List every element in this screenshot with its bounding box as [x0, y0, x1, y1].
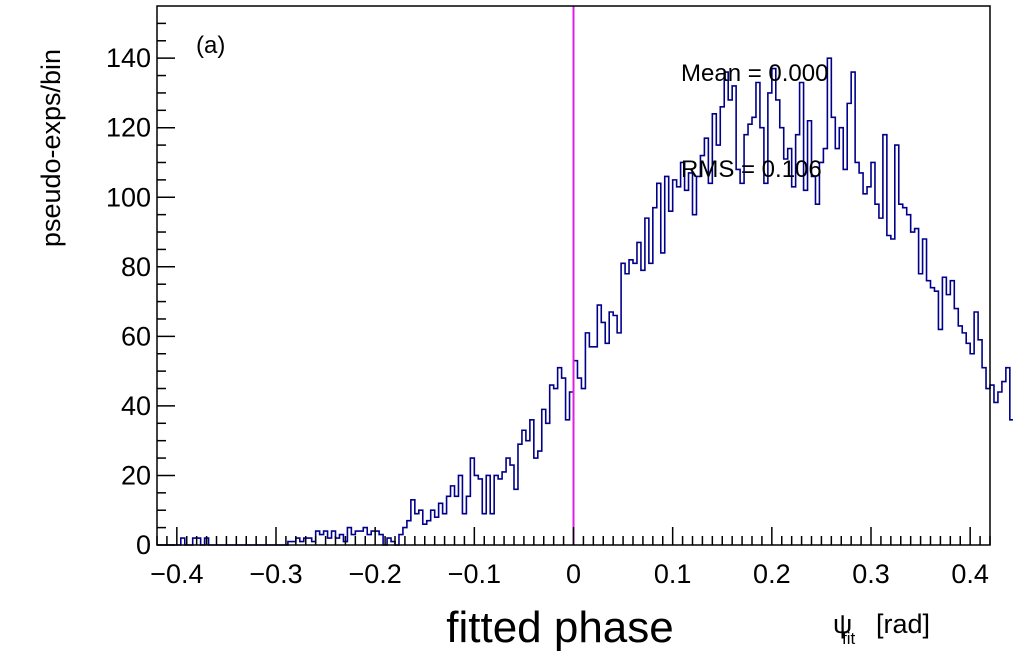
- x-axis-unit-label: ψ fit [rad]: [833, 609, 930, 648]
- y-tick-label: 20: [121, 460, 151, 490]
- y-axis-title: pseudo-exps/bin: [36, 49, 66, 247]
- x-tick-label: 0.3: [852, 559, 890, 589]
- y-tick-label: 60: [121, 321, 151, 351]
- axis-ticks-layer: [156, 22, 991, 546]
- rad-unit: [rad]: [876, 609, 930, 639]
- y-tick-label: 140: [106, 43, 151, 73]
- psi-symbol: ψ: [833, 609, 852, 639]
- y-tick-label: 80: [121, 252, 151, 282]
- x-tick-labels: −0.4 −0.3 −0.2 −0.1 0 0.1 0.2 0.3 0.4: [150, 559, 989, 589]
- x-tick-label: 0.2: [753, 559, 791, 589]
- x-tick-label: 0.1: [654, 559, 692, 589]
- panel-label: (a): [196, 32, 225, 59]
- x-tick-label: −0.4: [150, 559, 203, 589]
- x-tick-label: 0: [566, 559, 581, 589]
- x-tick-label: −0.1: [448, 559, 501, 589]
- y-tick-labels: 0 20 40 60 80 100 120 140: [106, 43, 151, 560]
- y-tick-label: 120: [106, 113, 151, 143]
- y-tick-label: 0: [136, 530, 151, 560]
- x-tick-label: 0.4: [951, 559, 989, 589]
- x-tick-label: −0.2: [349, 559, 402, 589]
- fit-subscript: fit: [842, 629, 856, 648]
- mean-stat: Mean = 0.000: [681, 60, 828, 87]
- y-tick-label: 40: [121, 391, 151, 421]
- y-tick-label: 100: [106, 182, 151, 212]
- x-tick-label: −0.3: [249, 559, 302, 589]
- rms-stat: RMS = 0.106: [681, 156, 822, 183]
- x-axis-title: fitted phase: [446, 603, 674, 652]
